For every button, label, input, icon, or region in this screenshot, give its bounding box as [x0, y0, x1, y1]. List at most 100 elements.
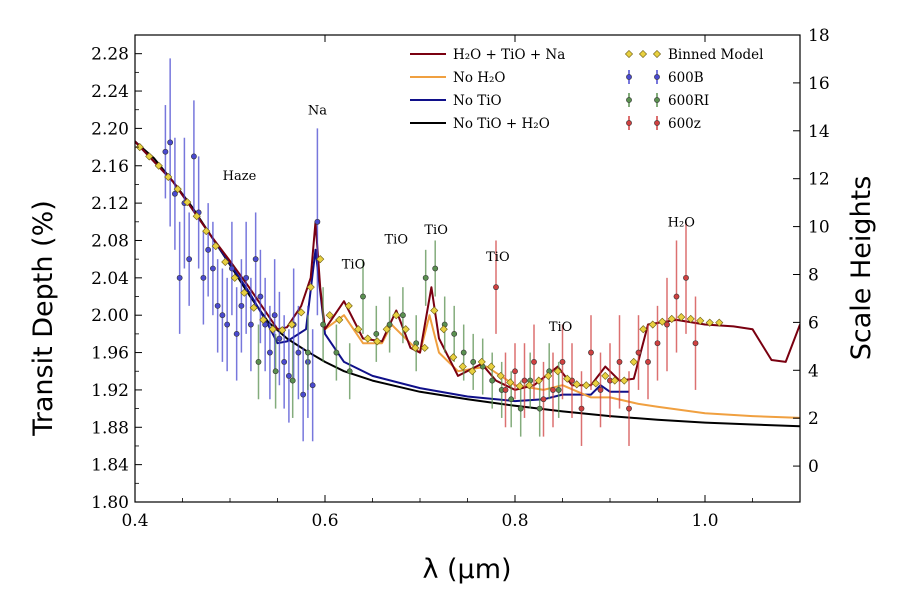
y-axis-title: Transit Depth (%)	[28, 200, 59, 437]
data-point-2-2	[512, 368, 518, 375]
data-point-2-15	[635, 349, 642, 356]
data-point-0-18	[247, 321, 254, 328]
legend-label-3: No TiO + H₂O	[453, 116, 550, 132]
binned-model-point-28	[401, 325, 410, 334]
y-tick-label-7: 2.08	[91, 231, 129, 251]
data-point-1-3	[304, 349, 311, 356]
data-point-0-25	[281, 358, 288, 365]
data-point-0-8	[200, 274, 207, 281]
y-right-tick-label-7: 14	[808, 122, 830, 142]
legend: H₂O + TiO + Na No H₂O No TiO No TiO + H₂O Bi…	[410, 47, 763, 132]
y-tick-label-11: 2.24	[91, 82, 129, 102]
data-point-1-4	[320, 321, 326, 328]
data-point-0-31	[309, 382, 316, 389]
y-tick-label-1: 1.84	[91, 456, 129, 476]
binned-model-point-5	[183, 198, 192, 207]
data-point-2-1	[502, 387, 509, 393]
data-point-0-1	[167, 139, 174, 146]
model-line-0	[135, 140, 800, 428]
y-right-tick-label-3: 6	[808, 313, 819, 333]
data-point-1-15	[451, 330, 458, 337]
binned-model-point-48	[591, 379, 600, 388]
data-point-2-3	[521, 377, 528, 384]
binned-model-point-57	[677, 313, 686, 322]
x-tick-label-0: 0.4	[121, 511, 148, 531]
legend-label-7: 600z	[668, 116, 701, 132]
data-point-0-16	[238, 302, 245, 309]
data-point-2-5	[540, 396, 547, 403]
model-line-2	[324, 314, 800, 419]
y-tick-label-6: 2.04	[91, 269, 129, 289]
binned-model-point-33	[449, 353, 458, 362]
annotation-4: TiO	[424, 223, 448, 238]
binned-model-point-2	[154, 161, 163, 170]
binned-model-point-30	[420, 343, 429, 352]
legend-label-5: 600B	[668, 70, 704, 86]
binned-model-point-40	[515, 382, 524, 391]
binned-model-point-41	[525, 381, 534, 390]
data-point-1-2	[289, 377, 296, 384]
data-point-1-0	[255, 358, 262, 365]
model-line-1	[135, 140, 629, 403]
binned-model-point-32	[439, 325, 448, 334]
y-right-tick-label-8: 16	[808, 74, 830, 94]
data-point-0-32	[314, 218, 321, 225]
x-tick-label-1: 0.6	[311, 511, 338, 531]
data-point-0-20	[257, 293, 264, 300]
data-point-0-0	[162, 148, 169, 155]
data-point-0-17	[243, 274, 250, 281]
y-tick-label-12: 2.28	[91, 45, 129, 65]
annotations: Na Haze TiO TiO TiO TiO TiO H₂O	[223, 103, 695, 335]
legend-point-5-0	[626, 74, 632, 80]
data-point-2-19	[673, 293, 680, 300]
data-point-0-19	[252, 256, 259, 263]
legend-point-6-1	[654, 97, 660, 103]
binned-model-point-58	[686, 314, 695, 323]
binned-model-point-44	[553, 367, 562, 376]
binned-model-point-43	[544, 371, 553, 380]
binned-model-point-25	[373, 337, 382, 346]
data-point-2-14	[626, 405, 632, 412]
legend-label-2: No TiO	[453, 93, 502, 109]
binned-model-point-16	[287, 320, 296, 329]
binned-model-point-24	[363, 334, 372, 343]
annotation-1: Haze	[223, 169, 257, 184]
y-tick-label-4: 1.96	[91, 344, 129, 364]
data-point-1-6	[346, 368, 353, 375]
binned-model-point-39	[506, 378, 515, 387]
data-point-1-19	[489, 377, 496, 384]
data-point-1-13	[432, 265, 439, 272]
data-point-1-17	[470, 358, 477, 365]
legend-point-6-0	[626, 97, 632, 103]
axes: 1.80 1.84 1.88 1.92 1.96 2.00 2.04 2.08 2.12 2.16…	[91, 26, 830, 531]
data-point-2-17	[654, 340, 661, 347]
binned-model-point-59	[696, 316, 705, 325]
binned-model-point-37	[487, 362, 496, 371]
binned-model-point-52	[629, 357, 638, 366]
binned-model-point-12	[249, 303, 258, 312]
binned-model-point-10	[230, 273, 239, 282]
binned-model-point-23	[354, 325, 363, 334]
annotation-2: TiO	[342, 258, 366, 273]
binned-model-point-9	[221, 257, 230, 266]
legend-label-0: H₂O + TiO + Na	[453, 47, 565, 63]
binned-model-point-20	[325, 311, 334, 320]
data-point-1-5	[333, 349, 340, 356]
data-point-2-4	[531, 358, 537, 365]
binned-model-point-34	[458, 362, 467, 371]
y-right-tick-label-2: 4	[808, 361, 819, 381]
data-point-1-10	[399, 312, 406, 319]
data-point-0-12	[219, 312, 226, 319]
x-tick-label-2: 0.8	[501, 511, 528, 531]
right-y-axis-title: Scale Heights	[846, 176, 877, 361]
data-point-1-21	[508, 396, 515, 403]
binned-model-point-45	[563, 374, 572, 383]
y-tick-label-2: 1.88	[91, 418, 129, 438]
data-point-2-11	[597, 387, 604, 393]
binned-model-point-22	[344, 301, 353, 310]
data-point-0-26	[285, 373, 292, 379]
legend-swatch-4-1	[638, 49, 648, 59]
legend-point-7-1	[654, 120, 660, 126]
binned-model-point-19	[316, 255, 325, 264]
